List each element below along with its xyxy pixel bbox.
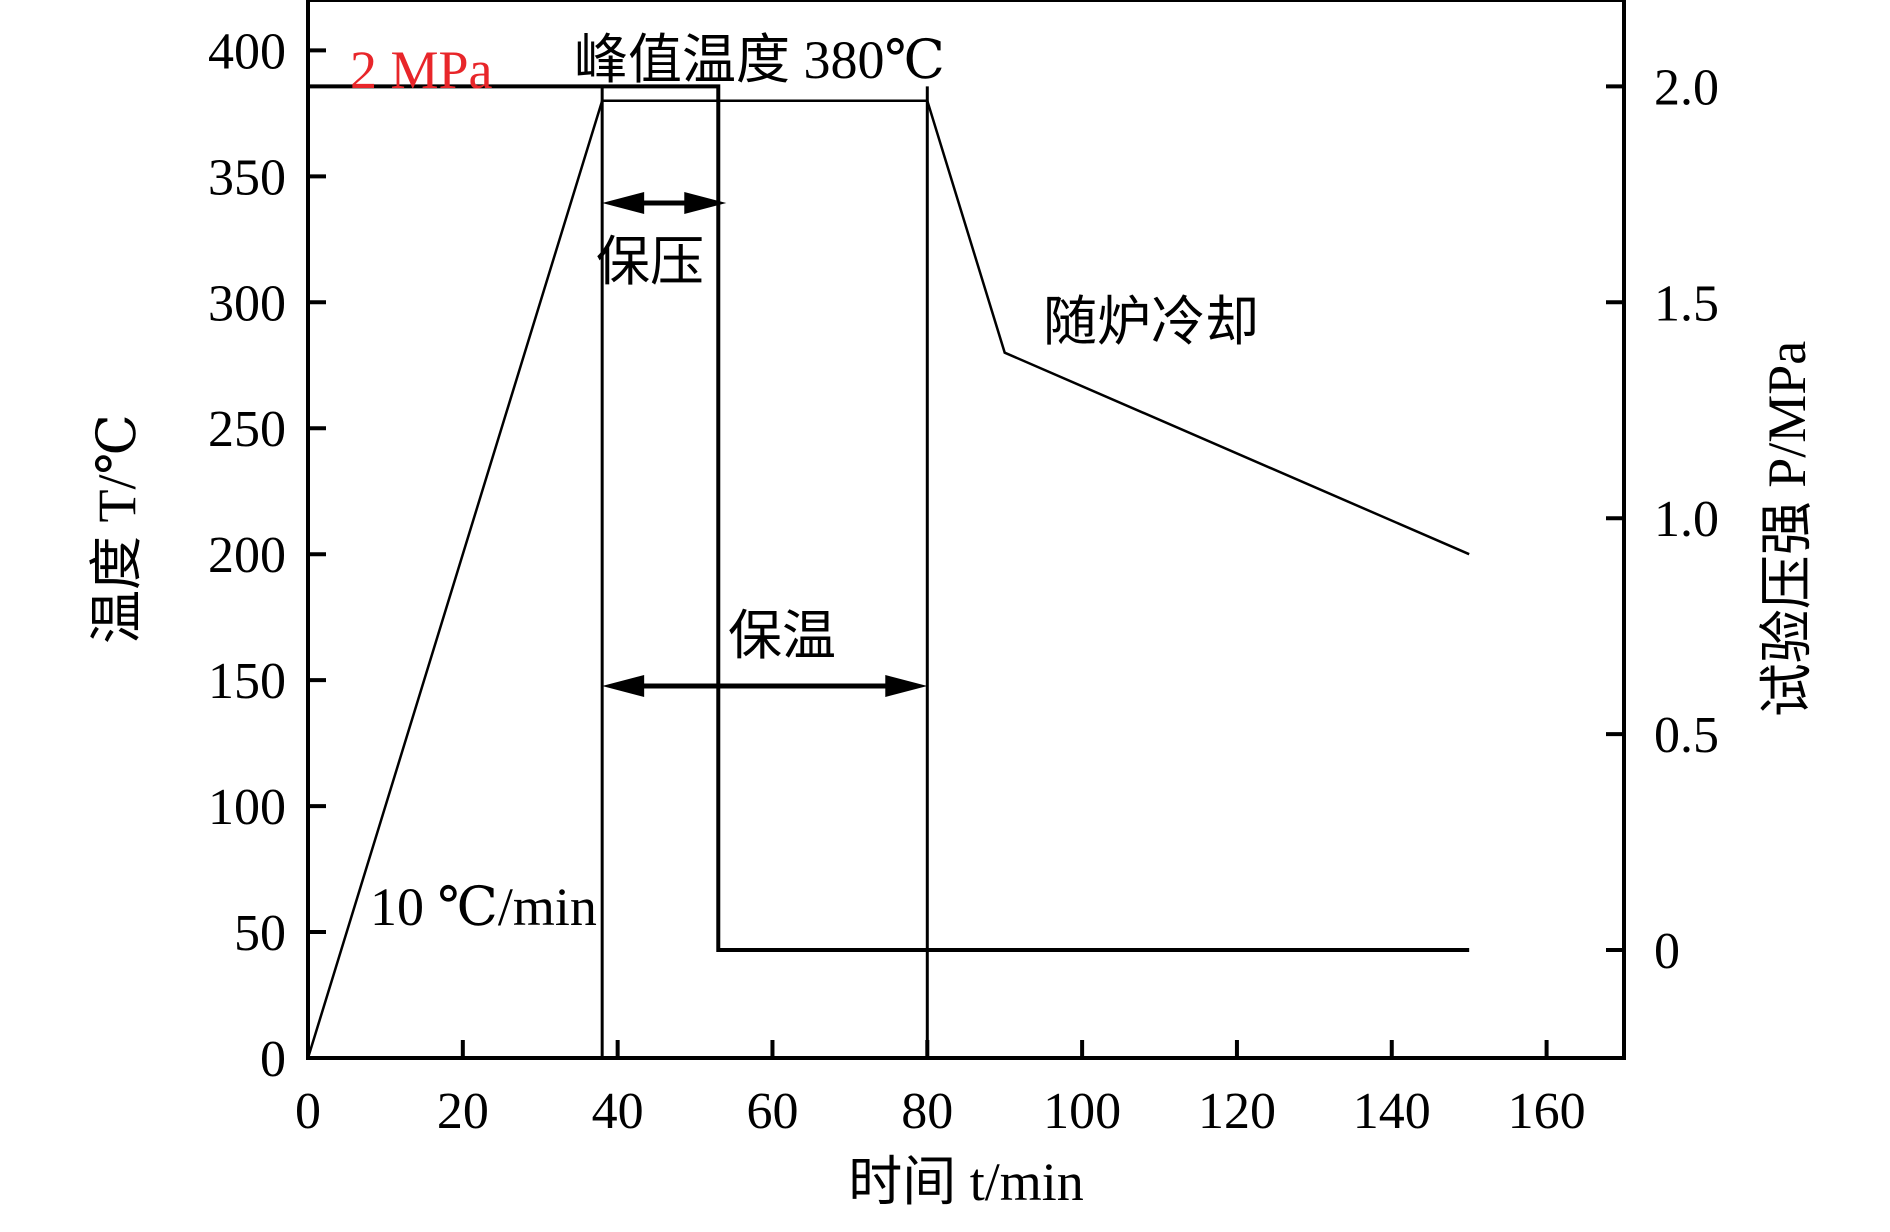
x-tick-label: 60 bbox=[746, 1083, 798, 1140]
y2-axis-title: 试验压强 P/MPa bbox=[1757, 341, 1817, 718]
furnace-cooling-label: 随炉冷却 bbox=[1043, 292, 1259, 352]
peak-temp-label: 峰值温度 380℃ bbox=[574, 30, 945, 90]
x-tick-label: 40 bbox=[592, 1083, 644, 1140]
y2-tick-label: 1.0 bbox=[1654, 491, 1719, 548]
y-tick-label: 350 bbox=[208, 149, 286, 206]
hold-temp-arrow-right-head bbox=[885, 675, 928, 697]
y2-tick-label: 0 bbox=[1654, 923, 1680, 980]
y-tick-label: 150 bbox=[208, 653, 286, 710]
x-tick-label: 0 bbox=[295, 1083, 321, 1140]
annotation-layer bbox=[602, 192, 928, 697]
y-tick-label: 100 bbox=[208, 779, 286, 836]
hold-pressure-label: 保压 bbox=[596, 232, 704, 292]
y-tick-label: 250 bbox=[208, 401, 286, 458]
y-tick-label: 0 bbox=[260, 1031, 286, 1088]
y2-tick-label: 1.5 bbox=[1654, 275, 1719, 332]
hold-pressure-arrow-left-head bbox=[602, 192, 645, 214]
axis-ticks: 0 20 40 60 80 100 120 140 160 0 50 100 150 200 250 300 3… bbox=[208, 23, 1719, 1140]
x-axis-title: 时间 t/min bbox=[848, 1152, 1084, 1212]
x-tick-label: 100 bbox=[1043, 1083, 1121, 1140]
x-tick-label: 80 bbox=[901, 1083, 953, 1140]
hold-temp-label: 保温 bbox=[728, 606, 836, 666]
y-axis-title: 温度 T/℃ bbox=[87, 414, 147, 644]
x-tick-label: 20 bbox=[437, 1083, 489, 1140]
x-tick-label: 140 bbox=[1353, 1083, 1431, 1140]
pressure-line bbox=[308, 84, 1470, 953]
hold-temp-arrow-left-head bbox=[602, 675, 645, 697]
hold-pressure-arrow-right-head bbox=[684, 192, 727, 214]
plot-frame bbox=[306, 0, 1626, 1060]
x-tick-label: 120 bbox=[1198, 1083, 1276, 1140]
y-tick-label: 400 bbox=[208, 23, 286, 80]
y-tick-label: 50 bbox=[234, 905, 286, 962]
y-tick-label: 200 bbox=[208, 527, 286, 584]
x-tick-label: 160 bbox=[1508, 1083, 1586, 1140]
pressure-value-label: 2 MPa bbox=[350, 40, 493, 100]
y2-tick-label: 0.5 bbox=[1654, 707, 1719, 764]
y-tick-label: 300 bbox=[208, 275, 286, 332]
y2-tick-label: 2.0 bbox=[1654, 59, 1719, 116]
heating-rate-label: 10 ℃/min bbox=[370, 877, 597, 937]
series-layer bbox=[306, 84, 1470, 1059]
